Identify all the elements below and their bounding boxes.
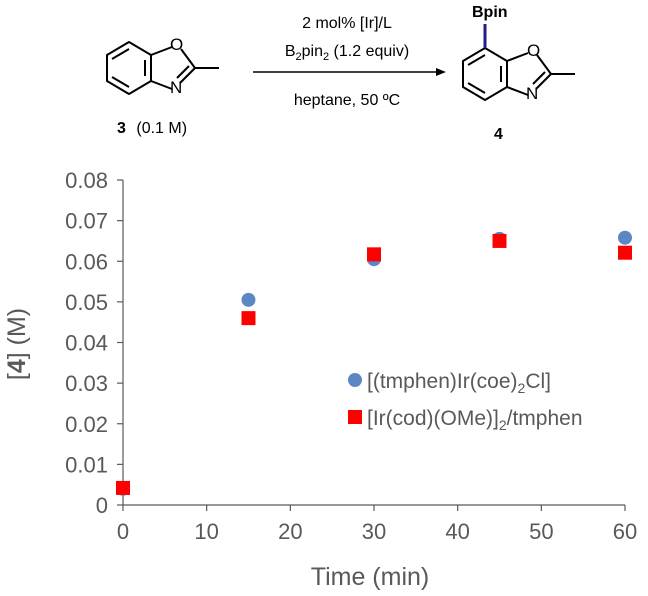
y-tick-label: 0.05: [65, 290, 108, 315]
chart: 0 10 20 30 40 50 60 00.010.020.030.040.050.060…: [3, 168, 637, 591]
data-point-series-2: [367, 247, 381, 262]
reagent-line-2: B2pin2 (1.2 equiv): [285, 43, 409, 63]
legend-label-series-2: [Ir(cod)(OMe)]2/tmphen: [367, 407, 583, 433]
x-tick-label: 40: [445, 519, 469, 544]
reaction-conditions: heptane, 50 ºC: [294, 92, 400, 109]
reactant-label: 3 (0.1 M): [117, 120, 187, 137]
y-tick-label: 0.04: [65, 331, 108, 356]
y-tick-labels: 0 0.01 0.02 0.03 0.04 0.05 0.06 0.07 0.08: [65, 168, 108, 518]
y-tick-label: 0.08: [65, 168, 108, 193]
data-points: [116, 230, 632, 496]
reaction-scheme: O N 3 (0.1 M) 2 mol% [Ir]/L B2pin2 (1.2 …: [106, 4, 575, 143]
y-tick-label: 0.06: [65, 249, 108, 274]
axes: [117, 179, 626, 511]
reaction-arrowhead: [436, 68, 446, 76]
y-tick-label: 0: [96, 493, 108, 518]
x-tick-label: 10: [194, 519, 218, 544]
legend-marker-circle: [348, 373, 362, 387]
x-tick-label: 60: [613, 519, 637, 544]
data-point-series-2: [618, 245, 632, 260]
reactant-number: 3: [117, 120, 126, 137]
product-atom-n: N: [526, 84, 538, 103]
reagent-line-1: 2 mol% [Ir]/L: [302, 15, 392, 32]
product-number: 4: [494, 126, 503, 143]
data-point-series-1: [241, 292, 256, 307]
y-tick-label: 0.03: [65, 371, 108, 396]
reactant-atom-o: O: [170, 35, 183, 54]
x-tick-label: 30: [362, 519, 386, 544]
legend-label-series-1: [(tmphen)Ir(coe)2Cl]: [367, 370, 551, 396]
reactant-structure: [106, 41, 219, 95]
x-tick-label: 0: [117, 519, 129, 544]
bpin-label: Bpin: [472, 4, 508, 21]
legend: [(tmphen)Ir(coe)2Cl] [Ir(cod)(OMe)]2/tmp…: [348, 370, 583, 433]
x-axis-title: Time (min): [311, 563, 430, 591]
legend-marker-square: [348, 410, 362, 424]
y-tick-label: 0.01: [65, 452, 108, 477]
y-tick-label: 0.02: [65, 412, 108, 437]
y-axis-title: [4] (M): [3, 308, 31, 380]
product-atom-o: O: [527, 41, 540, 60]
reactant-concentration: (0.1 M): [136, 120, 187, 137]
x-tick-labels: 0 10 20 30 40 50 60: [117, 519, 637, 544]
x-tick-label: 50: [529, 519, 553, 544]
y-tick-label: 0.07: [65, 209, 108, 234]
data-point-series-2: [116, 480, 130, 495]
data-point-series-2: [492, 233, 507, 248]
reactant-atom-n: N: [170, 78, 182, 97]
x-tick-label: 20: [278, 519, 302, 544]
product-structure: [462, 47, 575, 101]
data-point-series-2: [241, 311, 256, 326]
data-point-series-1: [618, 230, 632, 245]
